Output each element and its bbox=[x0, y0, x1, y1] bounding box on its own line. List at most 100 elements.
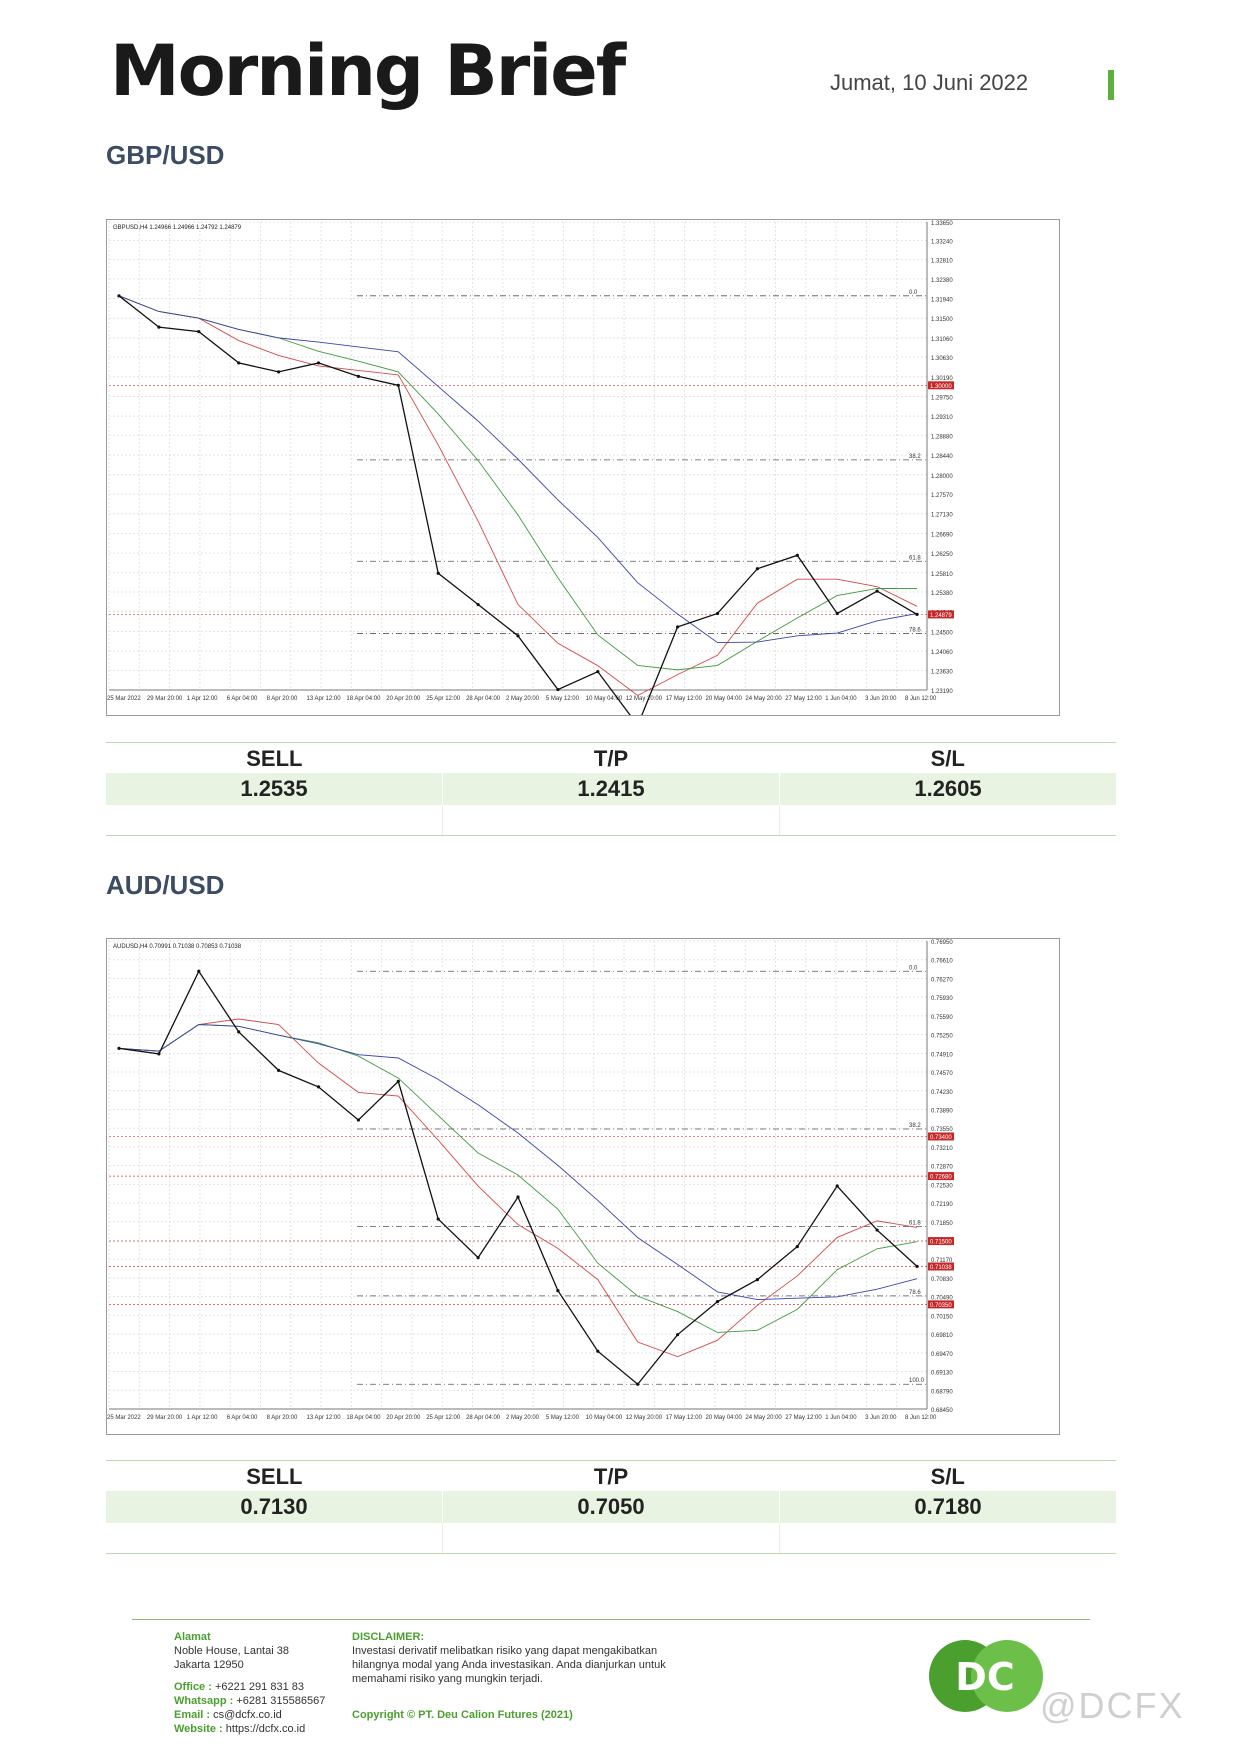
price-tag bbox=[928, 1172, 954, 1181]
x-tick-label: 1 Jun 04:00 bbox=[825, 696, 857, 702]
x-tick-label: 5 May 12:00 bbox=[546, 696, 580, 702]
address-line: Noble House, Lantai 38 bbox=[174, 1645, 289, 1657]
price-point bbox=[396, 383, 400, 387]
fib-level-label: 38.2 bbox=[909, 1123, 921, 1129]
moving-average-line bbox=[118, 1018, 918, 1358]
price-point bbox=[157, 1052, 161, 1056]
x-tick-label: 8 Apr 20:00 bbox=[267, 696, 298, 702]
price-point bbox=[676, 1333, 680, 1337]
x-tick-label: 25 Mar 2022 bbox=[107, 1415, 141, 1421]
y-tick-label: 1.29310 bbox=[931, 415, 953, 421]
tp-header: T/P bbox=[593, 1464, 629, 1489]
price-tag bbox=[928, 1262, 954, 1271]
x-tick-label: 1 Jun 04:00 bbox=[825, 1415, 857, 1421]
sl-header: S/L bbox=[930, 746, 965, 771]
price-tag bbox=[928, 610, 954, 619]
y-tick-label: 0.71170 bbox=[931, 1258, 953, 1264]
price-point bbox=[436, 1217, 440, 1221]
x-tick-label: 3 Jun 20:00 bbox=[865, 696, 897, 702]
y-tick-label: 0.75930 bbox=[931, 996, 953, 1002]
dcfx-logo-icon: DC bbox=[929, 1640, 1043, 1712]
y-tick-label: 0.76950 bbox=[931, 940, 953, 946]
tp-value: 0.7050 bbox=[442, 1491, 779, 1523]
y-tick-label: 1.33650 bbox=[931, 221, 953, 227]
y-tick-label: 1.25380 bbox=[931, 591, 953, 597]
price-point bbox=[636, 1382, 640, 1386]
x-tick-label: 10 May 04:00 bbox=[586, 1415, 623, 1421]
x-tick-label: 1 Apr 12:00 bbox=[187, 1415, 218, 1421]
x-tick-label: 18 Apr 04:00 bbox=[346, 1415, 381, 1421]
y-tick-label: 1.31060 bbox=[931, 337, 953, 343]
y-tick-label: 0.73550 bbox=[931, 1127, 953, 1133]
price-tag-label: 0.72680 bbox=[930, 1175, 952, 1181]
pair-title-gbpusd: GBP/USD bbox=[106, 140, 225, 170]
price-point bbox=[436, 571, 440, 575]
contact-label: Website : bbox=[174, 1723, 223, 1735]
y-tick-label: 1.28880 bbox=[931, 434, 953, 440]
disclaimer-line: memahami risiko yang mungkin terjadi. bbox=[352, 1673, 543, 1685]
fib-level-label: 61.8 bbox=[909, 1220, 921, 1226]
y-tick-label: 0.76270 bbox=[931, 977, 953, 983]
address-block: Alamat Noble House, Lantai 38 Jakarta 12… bbox=[174, 1630, 325, 1736]
sl-value: 0.7180 bbox=[779, 1491, 1116, 1523]
y-tick-label: 0.73210 bbox=[931, 1146, 953, 1152]
x-tick-label: 6 Apr 04:00 bbox=[227, 1415, 258, 1421]
y-tick-label: 1.26690 bbox=[931, 532, 953, 538]
price-point bbox=[476, 1255, 480, 1260]
disclaimer-block: DISCLAIMER: Investasi derivatif melibatk… bbox=[352, 1630, 666, 1722]
x-tick-label: 28 Apr 04:00 bbox=[466, 1415, 501, 1421]
price-point bbox=[237, 361, 241, 365]
x-tick-label: 25 Apr 12:00 bbox=[426, 696, 461, 702]
fib-level-label: 78.6 bbox=[909, 1290, 921, 1296]
price-tag bbox=[928, 381, 954, 390]
x-tick-label: 6 Apr 04:00 bbox=[227, 696, 258, 702]
y-tick-label: 1.32380 bbox=[931, 278, 953, 284]
footer-divider bbox=[132, 1619, 1090, 1620]
y-tick-label: 1.24060 bbox=[931, 650, 953, 656]
price-point bbox=[356, 1118, 360, 1122]
y-tick-label: 0.68450 bbox=[931, 1408, 953, 1414]
y-tick-label: 0.71850 bbox=[931, 1221, 953, 1227]
y-tick-label: 0.74230 bbox=[931, 1090, 953, 1096]
email-link[interactable]: cs@dcfx.co.id bbox=[213, 1709, 282, 1721]
y-tick-label: 1.30630 bbox=[931, 356, 953, 362]
chart-audusd: 0.76950 0.76610 0.76270 0.75930 0.75590 0.752… bbox=[106, 938, 1060, 1435]
contact-label: Whatsapp : bbox=[174, 1695, 234, 1707]
y-tick-label: 0.72530 bbox=[931, 1183, 953, 1189]
office-phone: +6221 291 831 83 bbox=[214, 1681, 304, 1693]
y-tick-label: 0.74910 bbox=[931, 1052, 953, 1058]
price-point bbox=[835, 1184, 839, 1188]
disclaimer-title: DISCLAIMER: bbox=[352, 1631, 425, 1643]
accent-bar bbox=[1108, 70, 1114, 100]
y-tick-label: 1.28440 bbox=[931, 454, 953, 460]
price-point bbox=[316, 1085, 321, 1089]
x-tick-label: 20 May 04:00 bbox=[706, 696, 743, 702]
x-tick-label: 27 May 12:00 bbox=[785, 696, 822, 702]
y-tick-label: 1.30190 bbox=[931, 376, 953, 382]
sell-value: 0.7130 bbox=[240, 1494, 308, 1519]
report-date: Jumat, 10 Juni 2022 bbox=[830, 70, 1029, 95]
price-point bbox=[556, 687, 560, 692]
fib-level-label: 38.2 bbox=[909, 454, 921, 460]
x-tick-label: 29 Mar 20:00 bbox=[147, 1415, 183, 1421]
price-point bbox=[875, 1228, 879, 1232]
price-point bbox=[197, 330, 201, 334]
y-tick-label: 0.72190 bbox=[931, 1202, 953, 1208]
price-point bbox=[755, 567, 760, 571]
price-point bbox=[715, 1300, 720, 1304]
moving-average-line bbox=[118, 295, 918, 671]
x-tick-label: 8 Apr 20:00 bbox=[267, 1415, 298, 1421]
price-tag bbox=[928, 1132, 954, 1141]
y-tick-label: 1.27570 bbox=[931, 493, 953, 499]
website-link[interactable]: https://dcfx.co.id bbox=[225, 1723, 306, 1735]
x-tick-label: 13 Apr 12:00 bbox=[307, 696, 342, 702]
y-tick-label: 0.74570 bbox=[931, 1071, 953, 1077]
price-tag-label: 0.73400 bbox=[930, 1135, 952, 1141]
y-tick-label: 1.28000 bbox=[931, 474, 953, 480]
price-point bbox=[875, 589, 879, 593]
sell-header: SELL bbox=[246, 746, 303, 771]
x-tick-label: 29 Mar 20:00 bbox=[147, 696, 183, 702]
watermark: @DCFX bbox=[1040, 1685, 1185, 1726]
x-tick-label: 20 May 04:00 bbox=[706, 1415, 743, 1421]
price-point bbox=[476, 602, 480, 607]
